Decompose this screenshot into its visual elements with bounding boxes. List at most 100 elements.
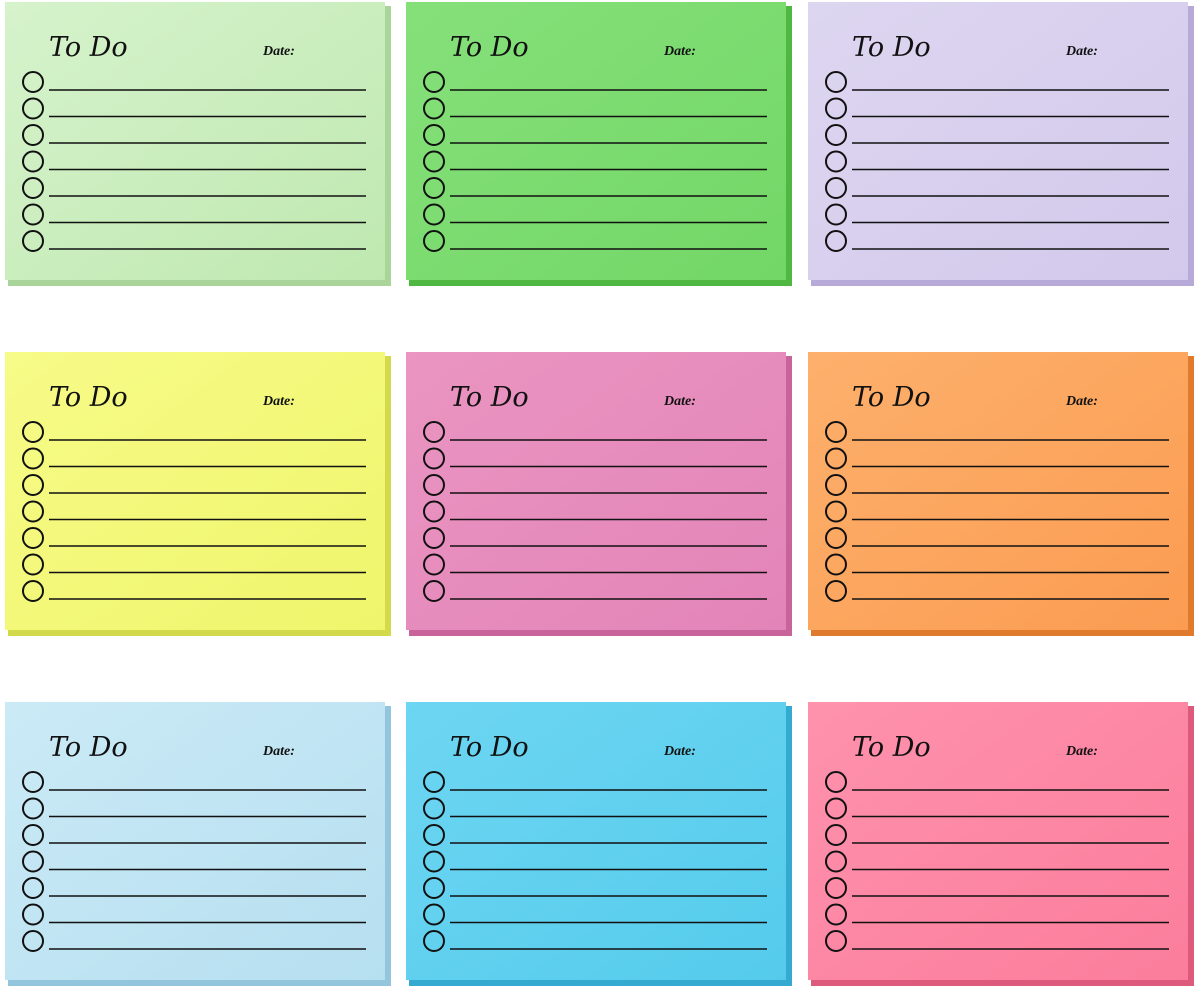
note-face <box>808 702 1188 980</box>
note-title: To Do <box>450 32 529 63</box>
checkbox <box>22 71 44 93</box>
checkbox <box>825 124 847 146</box>
date-label: Date: <box>262 394 295 409</box>
checkbox <box>22 850 44 873</box>
note: To Do Date: <box>406 702 792 986</box>
checkbox <box>423 824 445 846</box>
note-face <box>5 352 385 630</box>
date-label: Date: <box>1065 744 1098 759</box>
note-title: To Do <box>49 32 128 63</box>
checkbox <box>423 850 445 873</box>
checkbox <box>423 124 445 146</box>
note-title: To Do <box>852 382 931 413</box>
date-label: Date: <box>663 44 696 59</box>
checkbox <box>423 877 445 899</box>
note-title: To Do <box>852 32 931 63</box>
checkbox <box>423 903 445 926</box>
checkbox <box>22 97 44 120</box>
checkbox <box>423 203 445 226</box>
checkbox <box>22 150 44 173</box>
checkbox <box>423 97 445 120</box>
checkbox <box>423 500 445 523</box>
note: To Do Date: <box>5 2 391 286</box>
note-face <box>808 2 1188 280</box>
checkbox <box>825 553 847 576</box>
checkbox <box>825 877 847 899</box>
note-face <box>5 702 385 980</box>
date-label: Date: <box>262 744 295 759</box>
checkbox <box>22 447 44 470</box>
checkbox <box>825 500 847 523</box>
note: To Do Date: <box>406 352 792 636</box>
checkbox <box>825 930 847 952</box>
checkbox <box>22 580 44 602</box>
checkbox <box>825 824 847 846</box>
checkbox <box>22 930 44 952</box>
note-face <box>406 2 786 280</box>
checkbox <box>22 877 44 899</box>
note-title: To Do <box>450 382 529 413</box>
note-title: To Do <box>49 732 128 763</box>
checkbox <box>22 903 44 926</box>
checkbox <box>825 177 847 199</box>
checkbox <box>423 421 445 443</box>
date-label: Date: <box>663 394 696 409</box>
note-face <box>5 2 385 280</box>
checkbox <box>825 97 847 120</box>
checkbox <box>825 203 847 226</box>
note: To Do Date: <box>808 2 1194 286</box>
checkbox <box>22 797 44 820</box>
note-title: To Do <box>450 732 529 763</box>
note-title: To Do <box>852 732 931 763</box>
checkbox <box>825 797 847 820</box>
checkbox <box>22 500 44 523</box>
checkbox <box>423 797 445 820</box>
date-label: Date: <box>1065 394 1098 409</box>
checkbox <box>22 771 44 793</box>
checkbox <box>22 203 44 226</box>
checkbox <box>423 930 445 952</box>
checkbox <box>423 474 445 496</box>
note-face <box>406 352 786 630</box>
checkbox <box>423 150 445 173</box>
checkbox <box>22 177 44 199</box>
checkbox <box>825 150 847 173</box>
date-label: Date: <box>262 44 295 59</box>
note: To Do Date: <box>808 352 1194 636</box>
checkbox <box>22 824 44 846</box>
checkbox <box>825 71 847 93</box>
checkbox <box>825 850 847 873</box>
checkbox <box>423 553 445 576</box>
note-face <box>406 702 786 980</box>
note: To Do Date: <box>808 702 1194 986</box>
checkbox <box>825 771 847 793</box>
checkbox <box>825 230 847 252</box>
note: To Do Date: <box>5 702 391 986</box>
checkbox <box>825 527 847 549</box>
checkbox <box>22 124 44 146</box>
checkbox <box>423 580 445 602</box>
checkbox <box>423 71 445 93</box>
checkbox <box>825 580 847 602</box>
note: To Do Date: <box>406 2 792 286</box>
checkbox <box>825 447 847 470</box>
checkbox <box>825 474 847 496</box>
checkbox <box>825 903 847 926</box>
checkbox <box>22 553 44 576</box>
checkbox <box>423 527 445 549</box>
checkbox <box>423 447 445 470</box>
checkbox <box>825 421 847 443</box>
checkbox <box>22 421 44 443</box>
note: To Do Date: <box>5 352 391 636</box>
note-face <box>808 352 1188 630</box>
date-label: Date: <box>663 744 696 759</box>
checkbox <box>423 771 445 793</box>
checkbox <box>423 230 445 252</box>
date-label: Date: <box>1065 44 1098 59</box>
checkbox <box>423 177 445 199</box>
checkbox <box>22 527 44 549</box>
checkbox <box>22 230 44 252</box>
checkbox <box>22 474 44 496</box>
